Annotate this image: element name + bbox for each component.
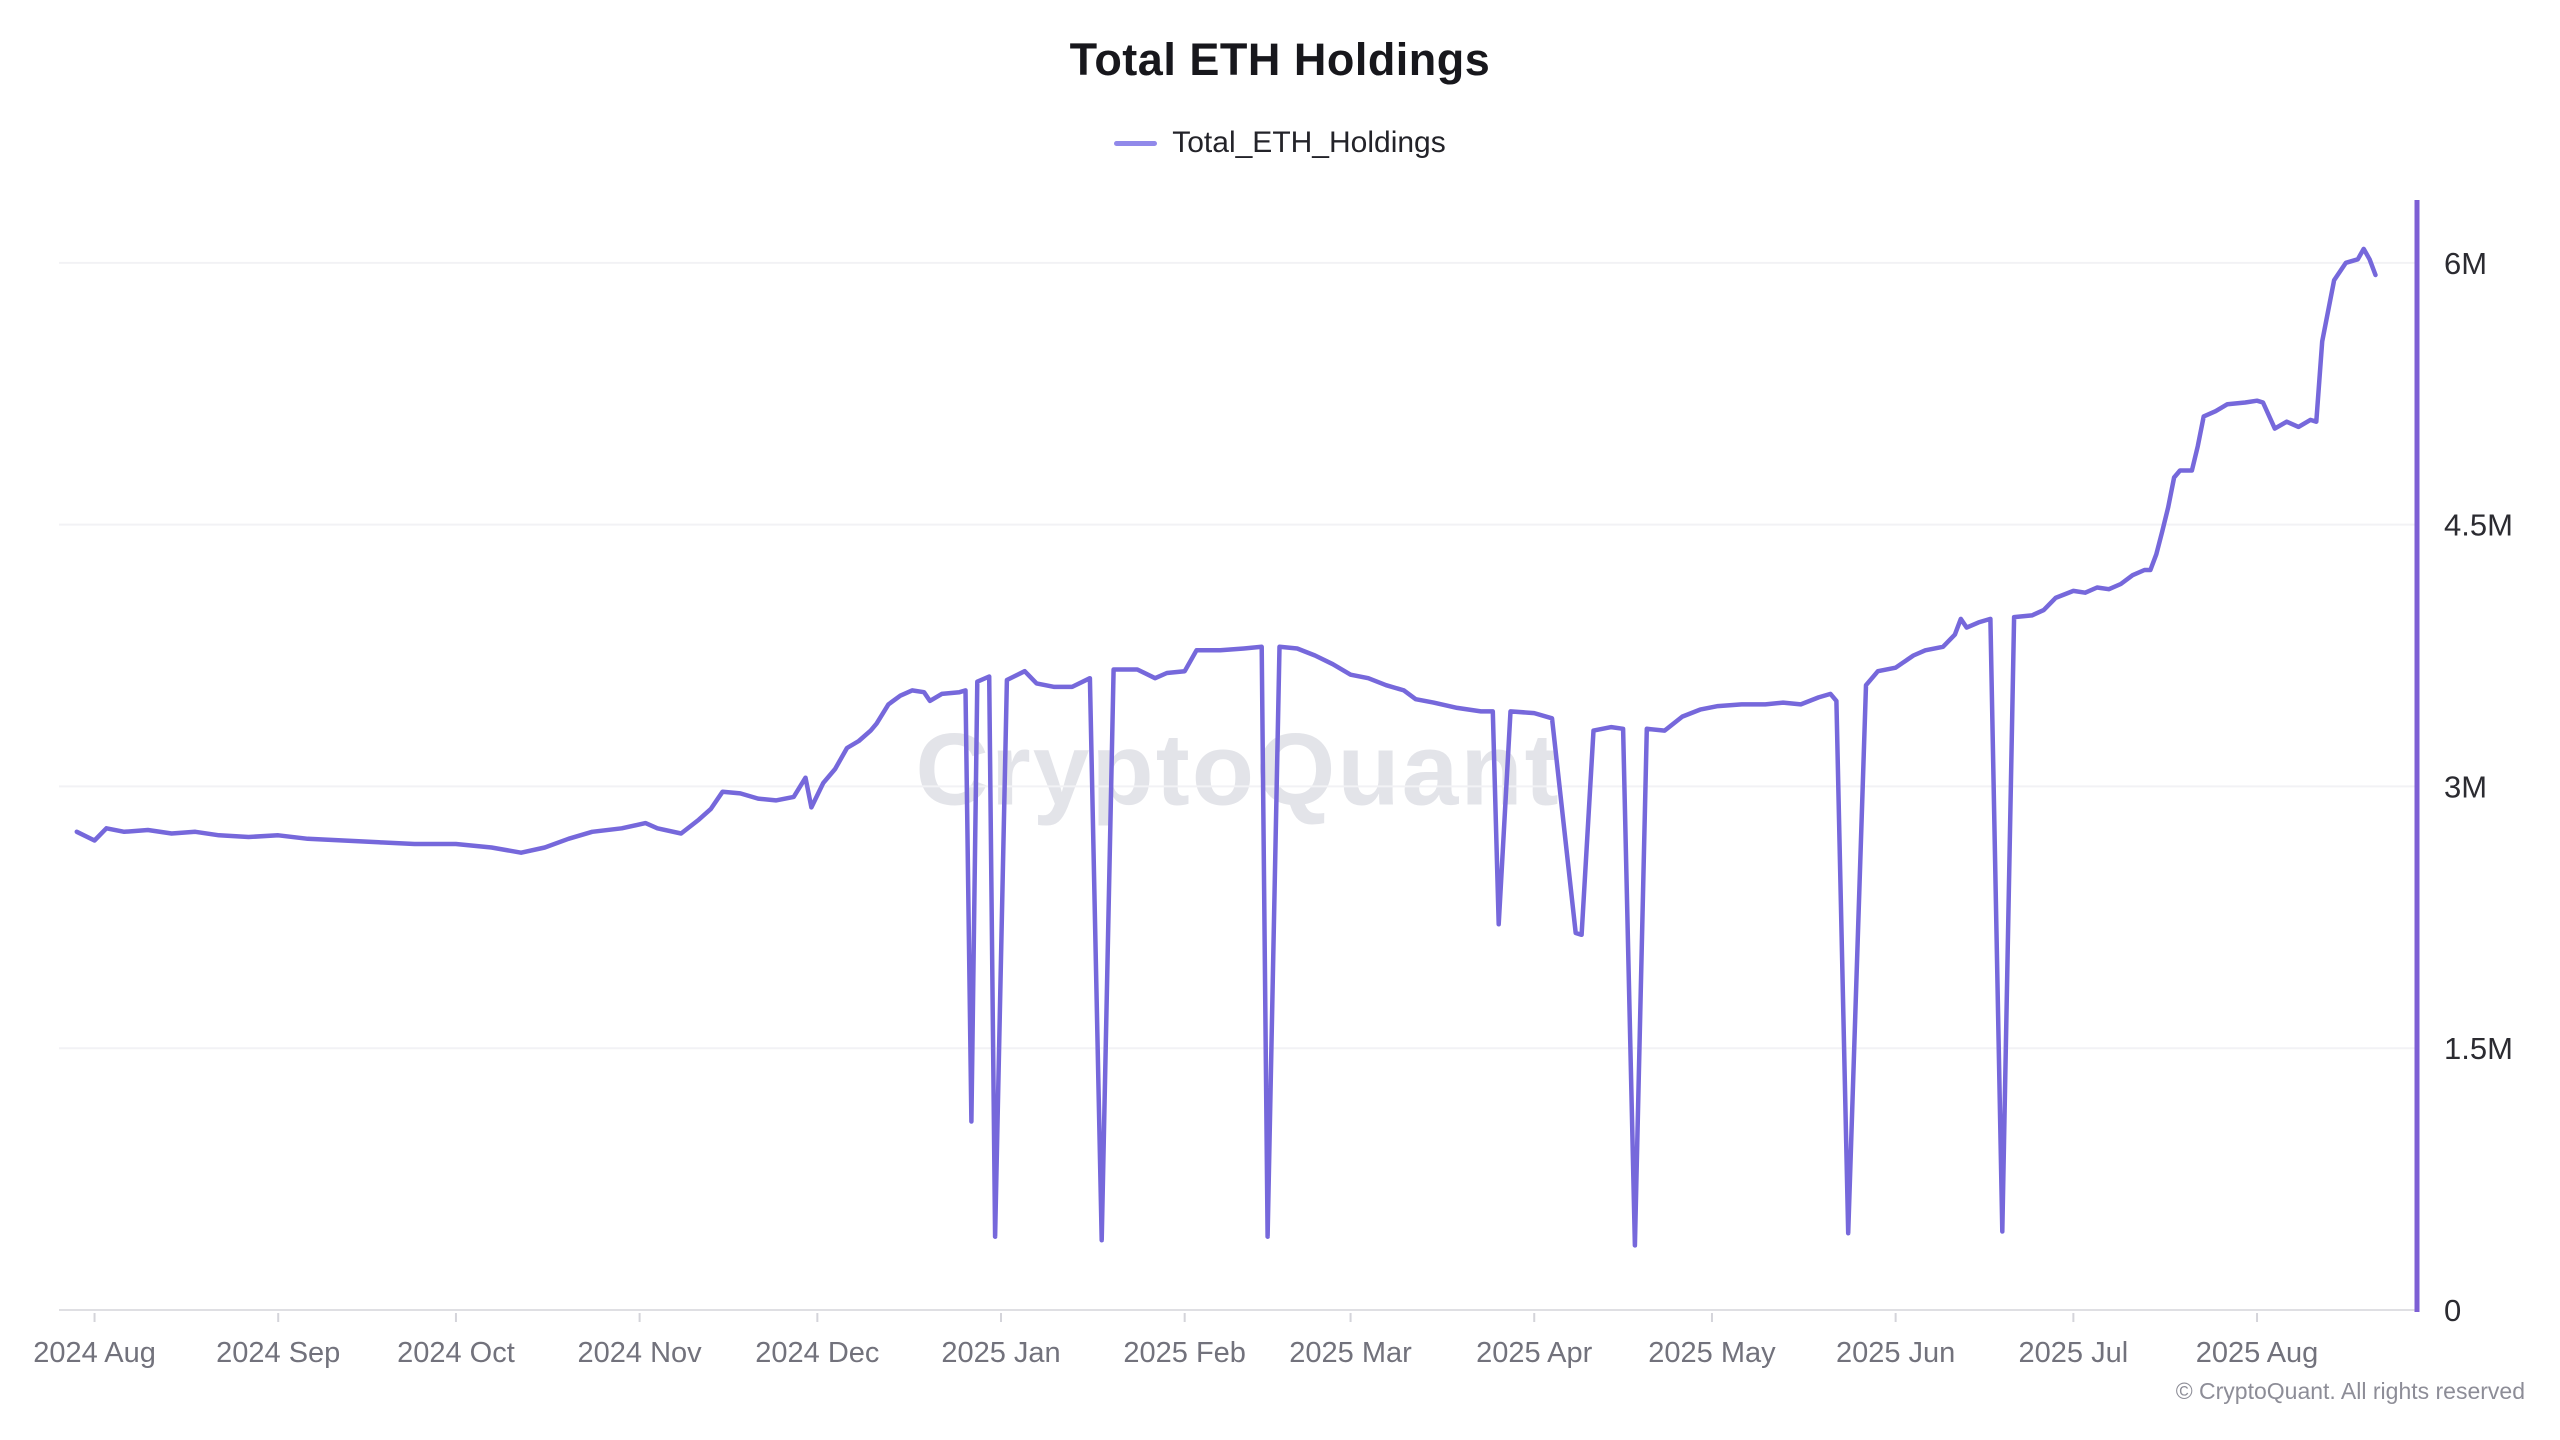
x-axis-tick-label: 2025 Jun bbox=[1836, 1337, 1955, 1369]
copyright-notice: © CryptoQuant. All rights reserved bbox=[2175, 1378, 2525, 1404]
y-axis-tick-label: 1.5M bbox=[2444, 1031, 2513, 1066]
chart-title: Total ETH Holdings bbox=[1069, 34, 1491, 85]
legend-line-marker-icon bbox=[1114, 140, 1158, 146]
x-axis-tick-label: 2024 Nov bbox=[578, 1337, 703, 1369]
x-axis-tick-label: 2024 Oct bbox=[397, 1337, 515, 1369]
x-axis-tick-label: 2025 Jul bbox=[2019, 1337, 2129, 1369]
x-axis-tick-label: 2025 Apr bbox=[1476, 1337, 1592, 1369]
x-axis-tick-label: 2025 Feb bbox=[1123, 1337, 1246, 1369]
legend[interactable]: Total_ETH_Holdings bbox=[0, 126, 2560, 160]
x-axis-tick-label: 2025 Aug bbox=[2196, 1337, 2319, 1369]
legend-label: Total_ETH_Holdings bbox=[1172, 126, 1446, 159]
watermark: CryptoQuant bbox=[915, 712, 1561, 827]
y-axis-tick-label: 3M bbox=[2444, 769, 2487, 804]
y-axis-tick-label: 6M bbox=[2444, 246, 2487, 281]
x-axis-tick-label: 2024 Aug bbox=[33, 1337, 156, 1369]
y-axis-tick-label: 4.5M bbox=[2444, 508, 2513, 543]
x-axis-tick-label: 2024 Dec bbox=[755, 1337, 879, 1369]
y-axis-tick-label: 0 bbox=[2444, 1293, 2461, 1328]
x-axis-tick-label: 2025 May bbox=[1648, 1337, 1776, 1369]
x-axis-tick-label: 2025 Jan bbox=[941, 1337, 1060, 1369]
x-axis-tick-label: 2025 Mar bbox=[1289, 1337, 1412, 1369]
x-axis-tick-label: 2024 Sep bbox=[216, 1337, 340, 1369]
total-eth-holdings-line[interactable] bbox=[74, 246, 2378, 1248]
